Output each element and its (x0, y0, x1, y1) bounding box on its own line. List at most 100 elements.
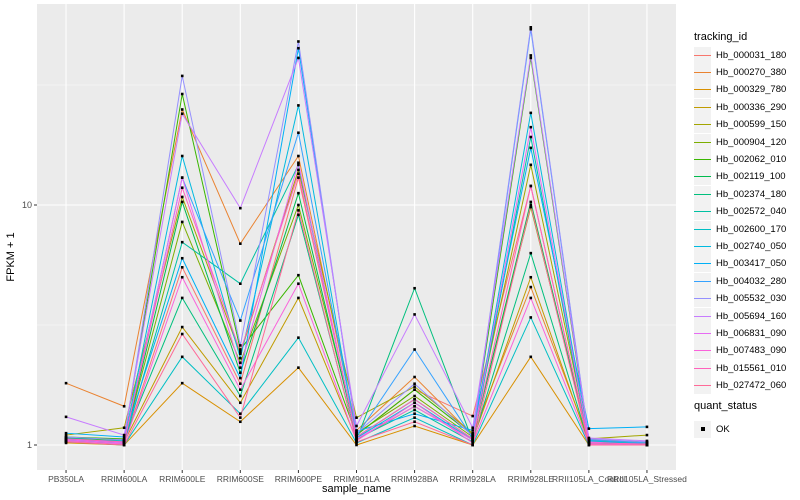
legend-line-swatch (694, 332, 711, 334)
data-point (180, 195, 184, 199)
data-point (239, 282, 242, 285)
data-point (355, 440, 358, 444)
legend-line-swatch (694, 54, 711, 56)
legend-item-Hb_006831_090: Hb_006831_090 (694, 324, 786, 342)
data-point (355, 430, 358, 433)
data-point (529, 27, 533, 31)
data-point (239, 352, 242, 356)
legend-label: Hb_000599_150 (716, 119, 787, 131)
data-point (239, 206, 242, 210)
data-point (413, 412, 416, 416)
data-point (297, 191, 300, 195)
legend-line-swatch (694, 245, 711, 247)
data-point (239, 348, 242, 351)
x-tick-label: RRIM901LA (333, 474, 380, 484)
legend-key (694, 81, 711, 99)
legend-key (694, 324, 711, 342)
legend-line-swatch (694, 350, 711, 352)
data-point (355, 443, 358, 447)
legend-item-Hb_000270_380: Hb_000270_380 (694, 63, 786, 81)
legend-item-Hb_002062_010: Hb_002062_010 (694, 150, 786, 168)
data-point (413, 375, 416, 379)
legend-label: Hb_007483_090 (716, 345, 787, 357)
data-point (180, 186, 184, 190)
data-point (413, 424, 416, 428)
legend-item-Hb_000904_120: Hb_000904_120 (694, 133, 786, 151)
data-point (587, 441, 591, 445)
data-point (529, 203, 533, 207)
data-point (239, 382, 242, 386)
data-point (297, 366, 300, 369)
data-point (297, 213, 300, 217)
legend-item-Hb_000336_290: Hb_000336_290 (694, 98, 786, 116)
legend-item-Hb_002374_180: Hb_002374_180 (694, 185, 786, 203)
data-point (239, 394, 242, 398)
data-point (180, 256, 184, 260)
legend-key (694, 63, 711, 81)
legend-line-swatch (694, 89, 711, 91)
data-point (413, 401, 416, 405)
legend-label: Hb_000904_120 (716, 136, 787, 148)
data-point (122, 440, 126, 444)
legend-item-ok: OK (694, 420, 730, 438)
legend-item-Hb_000599_150: Hb_000599_150 (694, 116, 786, 134)
data-point (180, 74, 184, 78)
x-tick-label: RRIM600SE (217, 474, 265, 484)
legend-item-Hb_004032_280: Hb_004032_280 (694, 272, 786, 290)
y-tick-label: 10 (22, 200, 32, 210)
data-point (239, 420, 242, 424)
legend-key (694, 307, 711, 325)
legend-key (694, 133, 711, 151)
data-point (122, 443, 126, 447)
data-point (297, 296, 300, 300)
legend-item-Hb_005694_160: Hb_005694_160 (694, 307, 786, 325)
x-tick-label: RRIM928BA (391, 474, 439, 484)
legend-label: Hb_002062_010 (716, 153, 787, 165)
data-point (471, 441, 474, 445)
data-point (529, 26, 533, 29)
data-point (297, 209, 300, 212)
data-point (180, 266, 184, 269)
legend-item-Hb_005532_030: Hb_005532_030 (694, 290, 786, 308)
data-point (180, 154, 184, 158)
data-point (297, 172, 300, 176)
data-point (529, 163, 533, 167)
legend-item-Hb_002572_040: Hb_002572_040 (694, 203, 786, 221)
legend-title-quant-status: quant_status (694, 400, 757, 412)
data-point (413, 385, 416, 388)
y-tick-label: 1 (27, 440, 32, 450)
data-point (180, 112, 184, 116)
legend-item-Hb_002740_050: Hb_002740_050 (694, 237, 786, 255)
data-point (239, 361, 242, 365)
legend-key (694, 420, 711, 438)
data-point (297, 273, 300, 277)
legend-key (694, 203, 711, 221)
legend-key (694, 377, 711, 395)
legend-label: Hb_000270_380 (716, 66, 787, 78)
legend-label: Hb_015561_010 (716, 362, 787, 374)
data-point (239, 412, 242, 416)
data-point (413, 416, 416, 419)
legend-title-tracking-id: tracking_id (694, 31, 748, 43)
data-point (297, 154, 300, 158)
legend-item-Hb_000031_180: Hb_000031_180 (694, 46, 786, 64)
data-point (355, 435, 358, 439)
data-point (239, 350, 242, 353)
data-point (122, 404, 126, 408)
ok-point-marker-icon (700, 427, 705, 431)
legend-key (694, 255, 711, 273)
data-point (64, 431, 68, 435)
legend-key (694, 168, 711, 186)
legend-line-swatch (694, 367, 711, 369)
data-point (587, 436, 591, 440)
legend-label: Hb_006831_090 (716, 327, 787, 339)
data-point (529, 285, 533, 289)
data-point (529, 54, 533, 57)
data-point (471, 443, 474, 447)
legend-line-swatch (694, 106, 711, 108)
legend-label: Hb_000329_780 (716, 84, 787, 96)
data-point (297, 161, 300, 165)
legend-line-swatch (694, 176, 711, 178)
data-point (64, 435, 68, 439)
data-point (180, 176, 184, 179)
